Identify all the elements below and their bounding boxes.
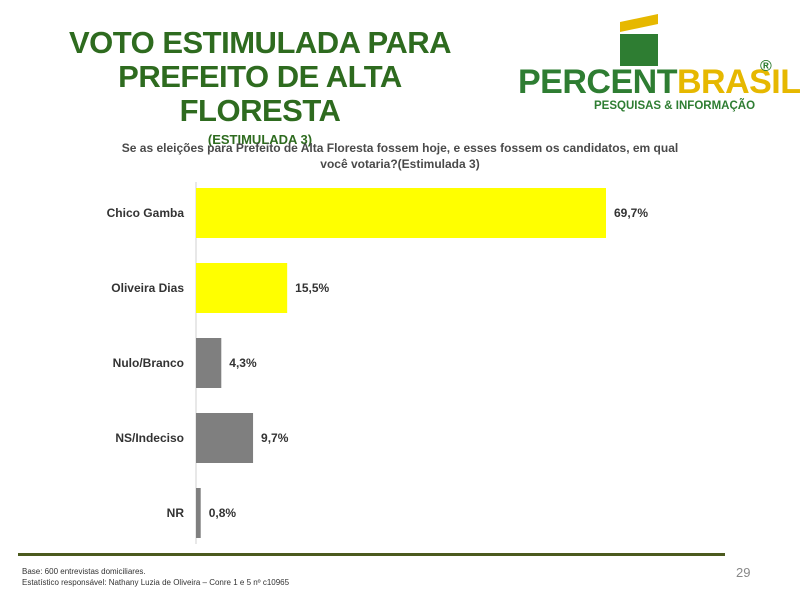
bar <box>196 413 254 463</box>
bar <box>196 488 201 538</box>
title-block: VOTO ESTIMULADA PARA PREFEITO DE ALTA FL… <box>40 25 480 148</box>
category-label: Oliveira Dias <box>111 281 184 295</box>
percentbrasil-logo: PERCENTBRASIL ® PESQUISAS & INFORMAÇÃO <box>518 14 800 114</box>
logo-name: PERCENTBRASIL <box>518 64 800 100</box>
logo-name-part2: BRASIL <box>676 63 800 101</box>
logo-name-part1: PERCENT <box>518 63 677 101</box>
survey-question-line1: Se as eleições para Prefeito de Alta Flo… <box>121 141 679 155</box>
page-title-line2: PREFEITO DE ALTA FLORESTA <box>118 59 402 128</box>
value-label: 15,5% <box>295 281 329 295</box>
bar <box>196 188 606 238</box>
bar <box>196 338 222 388</box>
footer-divider <box>18 553 725 556</box>
value-label: 9,7% <box>261 431 289 445</box>
logo-tagline: PESQUISAS & INFORMAÇÃO <box>594 100 756 112</box>
logo-flag-icon <box>620 14 658 66</box>
survey-question-line2: você votaria?(Estimulada 3) <box>320 157 480 171</box>
category-label: NS/Indeciso <box>115 431 184 445</box>
footnote-base: Base: 600 entrevistas domiciliares. <box>22 567 146 576</box>
bar-chart: Chico Gamba 69,7% Oliveira Dias 15,5% Nulo/B… <box>107 182 648 544</box>
value-label: 0,8% <box>209 506 237 520</box>
page-title-line1: VOTO ESTIMULADA PARA <box>68 25 452 60</box>
footnote-statistician: Estatístico responsável: Nathany Luzia d… <box>22 578 290 587</box>
value-label: 69,7% <box>614 206 648 220</box>
category-label: NR <box>167 506 185 520</box>
page-subtitle: (ESTIMULADA 3) <box>207 132 313 147</box>
page-number: 29 <box>736 565 751 580</box>
survey-question: Se as eleições para Prefeito de Alta Flo… <box>90 140 710 172</box>
category-label: Nulo/Branco <box>113 356 184 370</box>
bar <box>196 263 288 313</box>
category-label: Chico Gamba <box>107 206 185 220</box>
logo-registered-mark: ® <box>760 58 772 75</box>
value-label: 4,3% <box>229 356 257 370</box>
